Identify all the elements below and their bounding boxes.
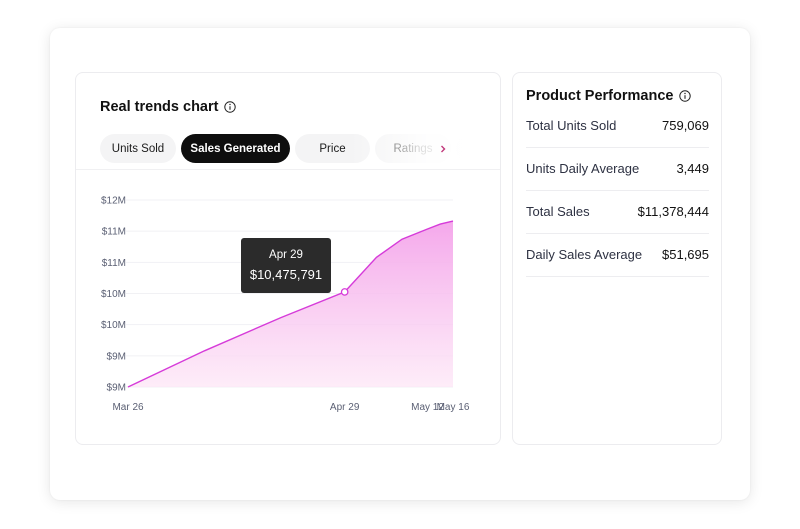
tab-sales-generated[interactable]: Sales Generated	[181, 134, 290, 163]
y-tick-label: $10M	[101, 320, 126, 331]
tabs-divider	[76, 169, 500, 170]
sales-line	[127, 220, 454, 388]
trends-chart-panel: Real trends chart Units Sold Sales Gener…	[75, 72, 501, 445]
stat-value: 3,449	[676, 161, 709, 176]
y-tick-label: $11M	[102, 258, 126, 269]
tab-price[interactable]: Price	[295, 134, 370, 163]
tooltip-value: $10,475,791	[249, 267, 323, 282]
info-icon[interactable]	[679, 90, 692, 102]
stat-value: $51,695	[662, 247, 709, 262]
chart-title: Real trends chart	[100, 99, 237, 115]
performance-title: Product Performance	[526, 88, 692, 104]
y-tick-label: $9M	[107, 351, 126, 362]
y-tick-label: $12M	[101, 196, 126, 207]
stat-row-daily-sales-average: Daily Sales Average $51,695	[526, 233, 709, 277]
product-performance-panel: Product Performance Total Units Sold 759…	[512, 72, 722, 445]
chevron-right-icon[interactable]	[438, 144, 448, 154]
x-tick-label: Mar 26	[112, 402, 144, 413]
y-tick-label: $10M	[101, 289, 126, 300]
highlight-point[interactable]	[340, 288, 349, 296]
y-tick-label: $9M	[107, 383, 126, 394]
chart-title-text: Real trends chart	[100, 99, 219, 115]
tooltip-date: Apr 29	[269, 249, 303, 261]
stat-row-units-daily-average: Units Daily Average 3,449	[526, 147, 709, 191]
stat-label: Units Daily Average	[526, 161, 640, 176]
metric-tabs: Units Sold Sales Generated Price Ratings…	[100, 134, 500, 164]
y-tick-label: $11M	[102, 227, 126, 238]
stat-label: Total Units Sold	[526, 118, 617, 133]
tab-reviews[interactable]: Reviews	[456, 134, 500, 163]
stat-label: Total Sales	[526, 204, 590, 219]
sales-area-chart[interactable]: $9M $9M $10M $10M $11M $11M $12M Mar 26 Apr 29 M…	[76, 173, 500, 423]
stat-value: 759,069	[662, 118, 709, 133]
stat-label: Daily Sales Average	[526, 247, 643, 262]
stat-row-total-units-sold: Total Units Sold 759,069	[526, 104, 709, 148]
x-tick-label: May 16	[437, 402, 470, 413]
x-tick-label: Apr 29	[330, 402, 360, 413]
x-tick-label: May 12	[411, 402, 444, 413]
stat-row-total-sales: Total Sales $11,378,444	[526, 190, 709, 234]
tab-units-sold[interactable]: Units Sold	[100, 134, 176, 163]
stat-value: $11,378,444	[637, 204, 709, 219]
chart-tooltip: Apr 29 $10,475,791	[241, 238, 331, 293]
performance-title-text: Product Performance	[526, 88, 674, 104]
info-icon[interactable]	[224, 101, 237, 113]
